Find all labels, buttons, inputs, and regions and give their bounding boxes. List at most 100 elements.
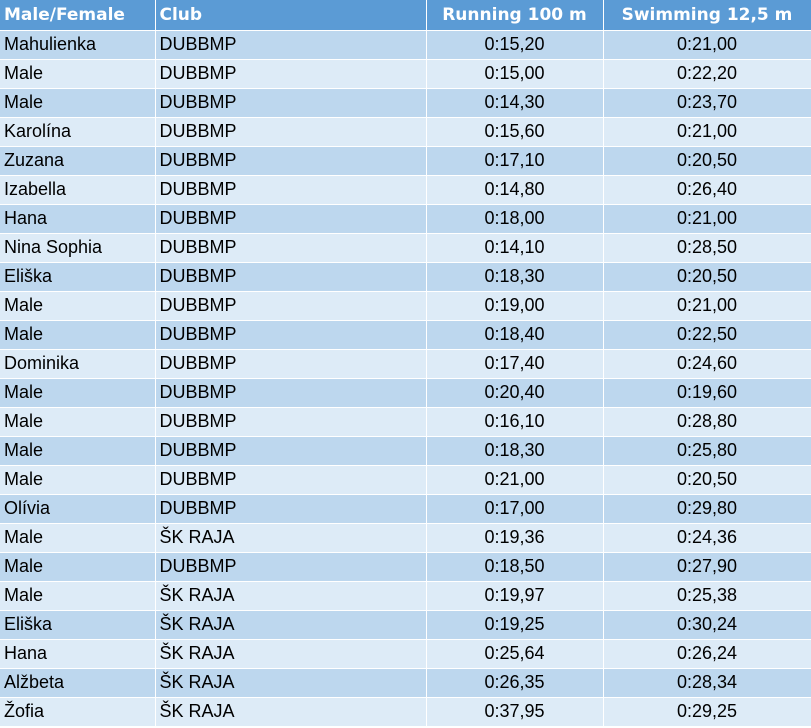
cell-club[interactable]: DUBBMP <box>155 59 427 89</box>
cell-club[interactable]: DUBBMP <box>155 407 427 437</box>
cell-running-time[interactable]: 0:14,30 <box>426 88 604 118</box>
cell-name[interactable]: Hana <box>0 204 156 234</box>
cell-swimming-time[interactable]: 0:20,50 <box>603 262 811 292</box>
cell-name[interactable]: Male <box>0 552 156 582</box>
cell-name[interactable]: Male <box>0 378 156 408</box>
cell-swimming-time[interactable]: 0:26,40 <box>603 175 811 205</box>
column-header-swimming[interactable]: Swimming 12,5 m <box>603 0 811 31</box>
cell-swimming-time[interactable]: 0:25,38 <box>603 581 811 611</box>
cell-swimming-time[interactable]: 0:29,80 <box>603 494 811 524</box>
column-header-club[interactable]: Club <box>155 0 427 31</box>
cell-club[interactable]: DUBBMP <box>155 88 427 118</box>
cell-running-time[interactable]: 0:18,40 <box>426 320 604 350</box>
cell-name[interactable]: Male <box>0 407 156 437</box>
cell-swimming-time[interactable]: 0:29,25 <box>603 697 811 727</box>
cell-swimming-time[interactable]: 0:24,36 <box>603 523 811 553</box>
column-header-gender[interactable]: Male/Female <box>0 0 156 31</box>
cell-running-time[interactable]: 0:14,80 <box>426 175 604 205</box>
cell-swimming-time[interactable]: 0:21,00 <box>603 30 811 60</box>
cell-swimming-time[interactable]: 0:27,90 <box>603 552 811 582</box>
cell-running-time[interactable]: 0:19,00 <box>426 291 604 321</box>
cell-swimming-time[interactable]: 0:23,70 <box>603 88 811 118</box>
cell-name[interactable]: Dominika <box>0 349 156 379</box>
cell-club[interactable]: DUBBMP <box>155 378 427 408</box>
cell-swimming-time[interactable]: 0:26,24 <box>603 639 811 669</box>
cell-running-time[interactable]: 0:15,20 <box>426 30 604 60</box>
cell-running-time[interactable]: 0:17,10 <box>426 146 604 176</box>
cell-name[interactable]: Male <box>0 581 156 611</box>
cell-name[interactable]: Izabella <box>0 175 156 205</box>
cell-name[interactable]: Nina Sophia <box>0 233 156 263</box>
cell-name[interactable]: Male <box>0 59 156 89</box>
cell-running-time[interactable]: 0:18,00 <box>426 204 604 234</box>
cell-name[interactable]: Eliška <box>0 610 156 640</box>
cell-running-time[interactable]: 0:37,95 <box>426 697 604 727</box>
cell-running-time[interactable]: 0:20,40 <box>426 378 604 408</box>
cell-name[interactable]: Zuzana <box>0 146 156 176</box>
cell-name[interactable]: Male <box>0 436 156 466</box>
cell-club[interactable]: ŠK RAJA <box>155 668 427 698</box>
cell-name[interactable]: Hana <box>0 639 156 669</box>
cell-running-time[interactable]: 0:26,35 <box>426 668 604 698</box>
cell-running-time[interactable]: 0:18,50 <box>426 552 604 582</box>
cell-running-time[interactable]: 0:14,10 <box>426 233 604 263</box>
cell-name[interactable]: Eliška <box>0 262 156 292</box>
cell-swimming-time[interactable]: 0:28,34 <box>603 668 811 698</box>
cell-club[interactable]: DUBBMP <box>155 30 427 60</box>
cell-running-time[interactable]: 0:17,40 <box>426 349 604 379</box>
cell-running-time[interactable]: 0:25,64 <box>426 639 604 669</box>
cell-running-time[interactable]: 0:17,00 <box>426 494 604 524</box>
cell-running-time[interactable]: 0:19,36 <box>426 523 604 553</box>
cell-swimming-time[interactable]: 0:22,20 <box>603 59 811 89</box>
cell-swimming-time[interactable]: 0:21,00 <box>603 291 811 321</box>
cell-club[interactable]: DUBBMP <box>155 494 427 524</box>
cell-club[interactable]: DUBBMP <box>155 349 427 379</box>
cell-club[interactable]: DUBBMP <box>155 465 427 495</box>
cell-club[interactable]: DUBBMP <box>155 552 427 582</box>
cell-club[interactable]: DUBBMP <box>155 175 427 205</box>
cell-swimming-time[interactable]: 0:25,80 <box>603 436 811 466</box>
cell-name[interactable]: Žofia <box>0 697 156 727</box>
cell-swimming-time[interactable]: 0:24,60 <box>603 349 811 379</box>
cell-swimming-time[interactable]: 0:19,60 <box>603 378 811 408</box>
cell-name[interactable]: Male <box>0 88 156 118</box>
cell-club[interactable]: DUBBMP <box>155 320 427 350</box>
cell-swimming-time[interactable]: 0:28,50 <box>603 233 811 263</box>
cell-swimming-time[interactable]: 0:20,50 <box>603 146 811 176</box>
cell-name[interactable]: Male <box>0 465 156 495</box>
cell-name[interactable]: Male <box>0 291 156 321</box>
cell-club[interactable]: DUBBMP <box>155 436 427 466</box>
cell-running-time[interactable]: 0:18,30 <box>426 262 604 292</box>
cell-club[interactable]: DUBBMP <box>155 291 427 321</box>
cell-swimming-time[interactable]: 0:21,00 <box>603 117 811 147</box>
cell-swimming-time[interactable]: 0:20,50 <box>603 465 811 495</box>
cell-running-time[interactable]: 0:15,60 <box>426 117 604 147</box>
cell-running-time[interactable]: 0:18,30 <box>426 436 604 466</box>
cell-name[interactable]: Olívia <box>0 494 156 524</box>
cell-running-time[interactable]: 0:15,00 <box>426 59 604 89</box>
cell-running-time[interactable]: 0:19,25 <box>426 610 604 640</box>
cell-name[interactable]: Mahulienka <box>0 30 156 60</box>
cell-club[interactable]: ŠK RAJA <box>155 581 427 611</box>
cell-name[interactable]: Alžbeta <box>0 668 156 698</box>
cell-club[interactable]: ŠK RAJA <box>155 697 427 727</box>
cell-club[interactable]: DUBBMP <box>155 146 427 176</box>
cell-club[interactable]: DUBBMP <box>155 233 427 263</box>
cell-club[interactable]: ŠK RAJA <box>155 523 427 553</box>
column-header-running[interactable]: Running 100 m <box>426 0 604 31</box>
cell-swimming-time[interactable]: 0:21,00 <box>603 204 811 234</box>
cell-name[interactable]: Karolína <box>0 117 156 147</box>
cell-running-time[interactable]: 0:16,10 <box>426 407 604 437</box>
cell-name[interactable]: Male <box>0 320 156 350</box>
cell-swimming-time[interactable]: 0:28,80 <box>603 407 811 437</box>
cell-club[interactable]: DUBBMP <box>155 204 427 234</box>
cell-swimming-time[interactable]: 0:22,50 <box>603 320 811 350</box>
cell-club[interactable]: DUBBMP <box>155 262 427 292</box>
cell-running-time[interactable]: 0:19,97 <box>426 581 604 611</box>
cell-running-time[interactable]: 0:21,00 <box>426 465 604 495</box>
cell-club[interactable]: ŠK RAJA <box>155 610 427 640</box>
cell-swimming-time[interactable]: 0:30,24 <box>603 610 811 640</box>
cell-name[interactable]: Male <box>0 523 156 553</box>
cell-club[interactable]: DUBBMP <box>155 117 427 147</box>
cell-club[interactable]: ŠK RAJA <box>155 639 427 669</box>
